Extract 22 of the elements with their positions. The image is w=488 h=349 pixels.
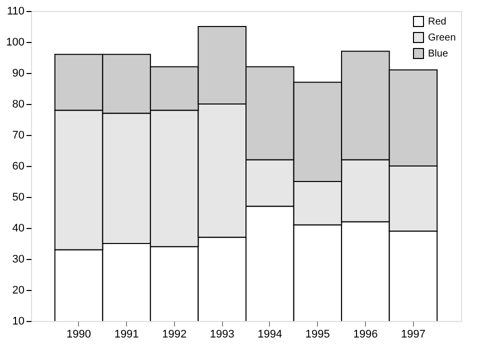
y-tick-label: 10	[12, 316, 24, 328]
y-tick-label: 90	[12, 68, 24, 80]
x-tick-label: 1990	[66, 328, 92, 340]
x-tick-label: 1992	[162, 328, 187, 340]
y-tick-label: 60	[12, 160, 24, 172]
x-tick-label: 1993	[210, 328, 234, 340]
y-tick-label: 30	[12, 254, 24, 266]
y-tick-label: 110	[6, 6, 24, 18]
y-tick-label: 20	[12, 284, 24, 296]
y-tick-label: 80	[12, 98, 24, 110]
y-tick-label: 100	[6, 36, 24, 48]
x-tick-label: 1991	[114, 328, 139, 340]
x-tick-label: 1996	[353, 328, 378, 340]
y-tick-label: 40	[12, 222, 24, 234]
x-tick-label: 1994	[258, 328, 282, 340]
legend-label: Red	[428, 16, 446, 28]
x-tick-label: 1997	[400, 328, 426, 340]
x-tick-label: 1995	[305, 328, 330, 340]
legend-label: Green	[428, 32, 456, 44]
legend-label: Blue	[428, 48, 448, 60]
y-tick-label: 50	[12, 192, 24, 204]
y-tick-label: 70	[12, 130, 24, 142]
